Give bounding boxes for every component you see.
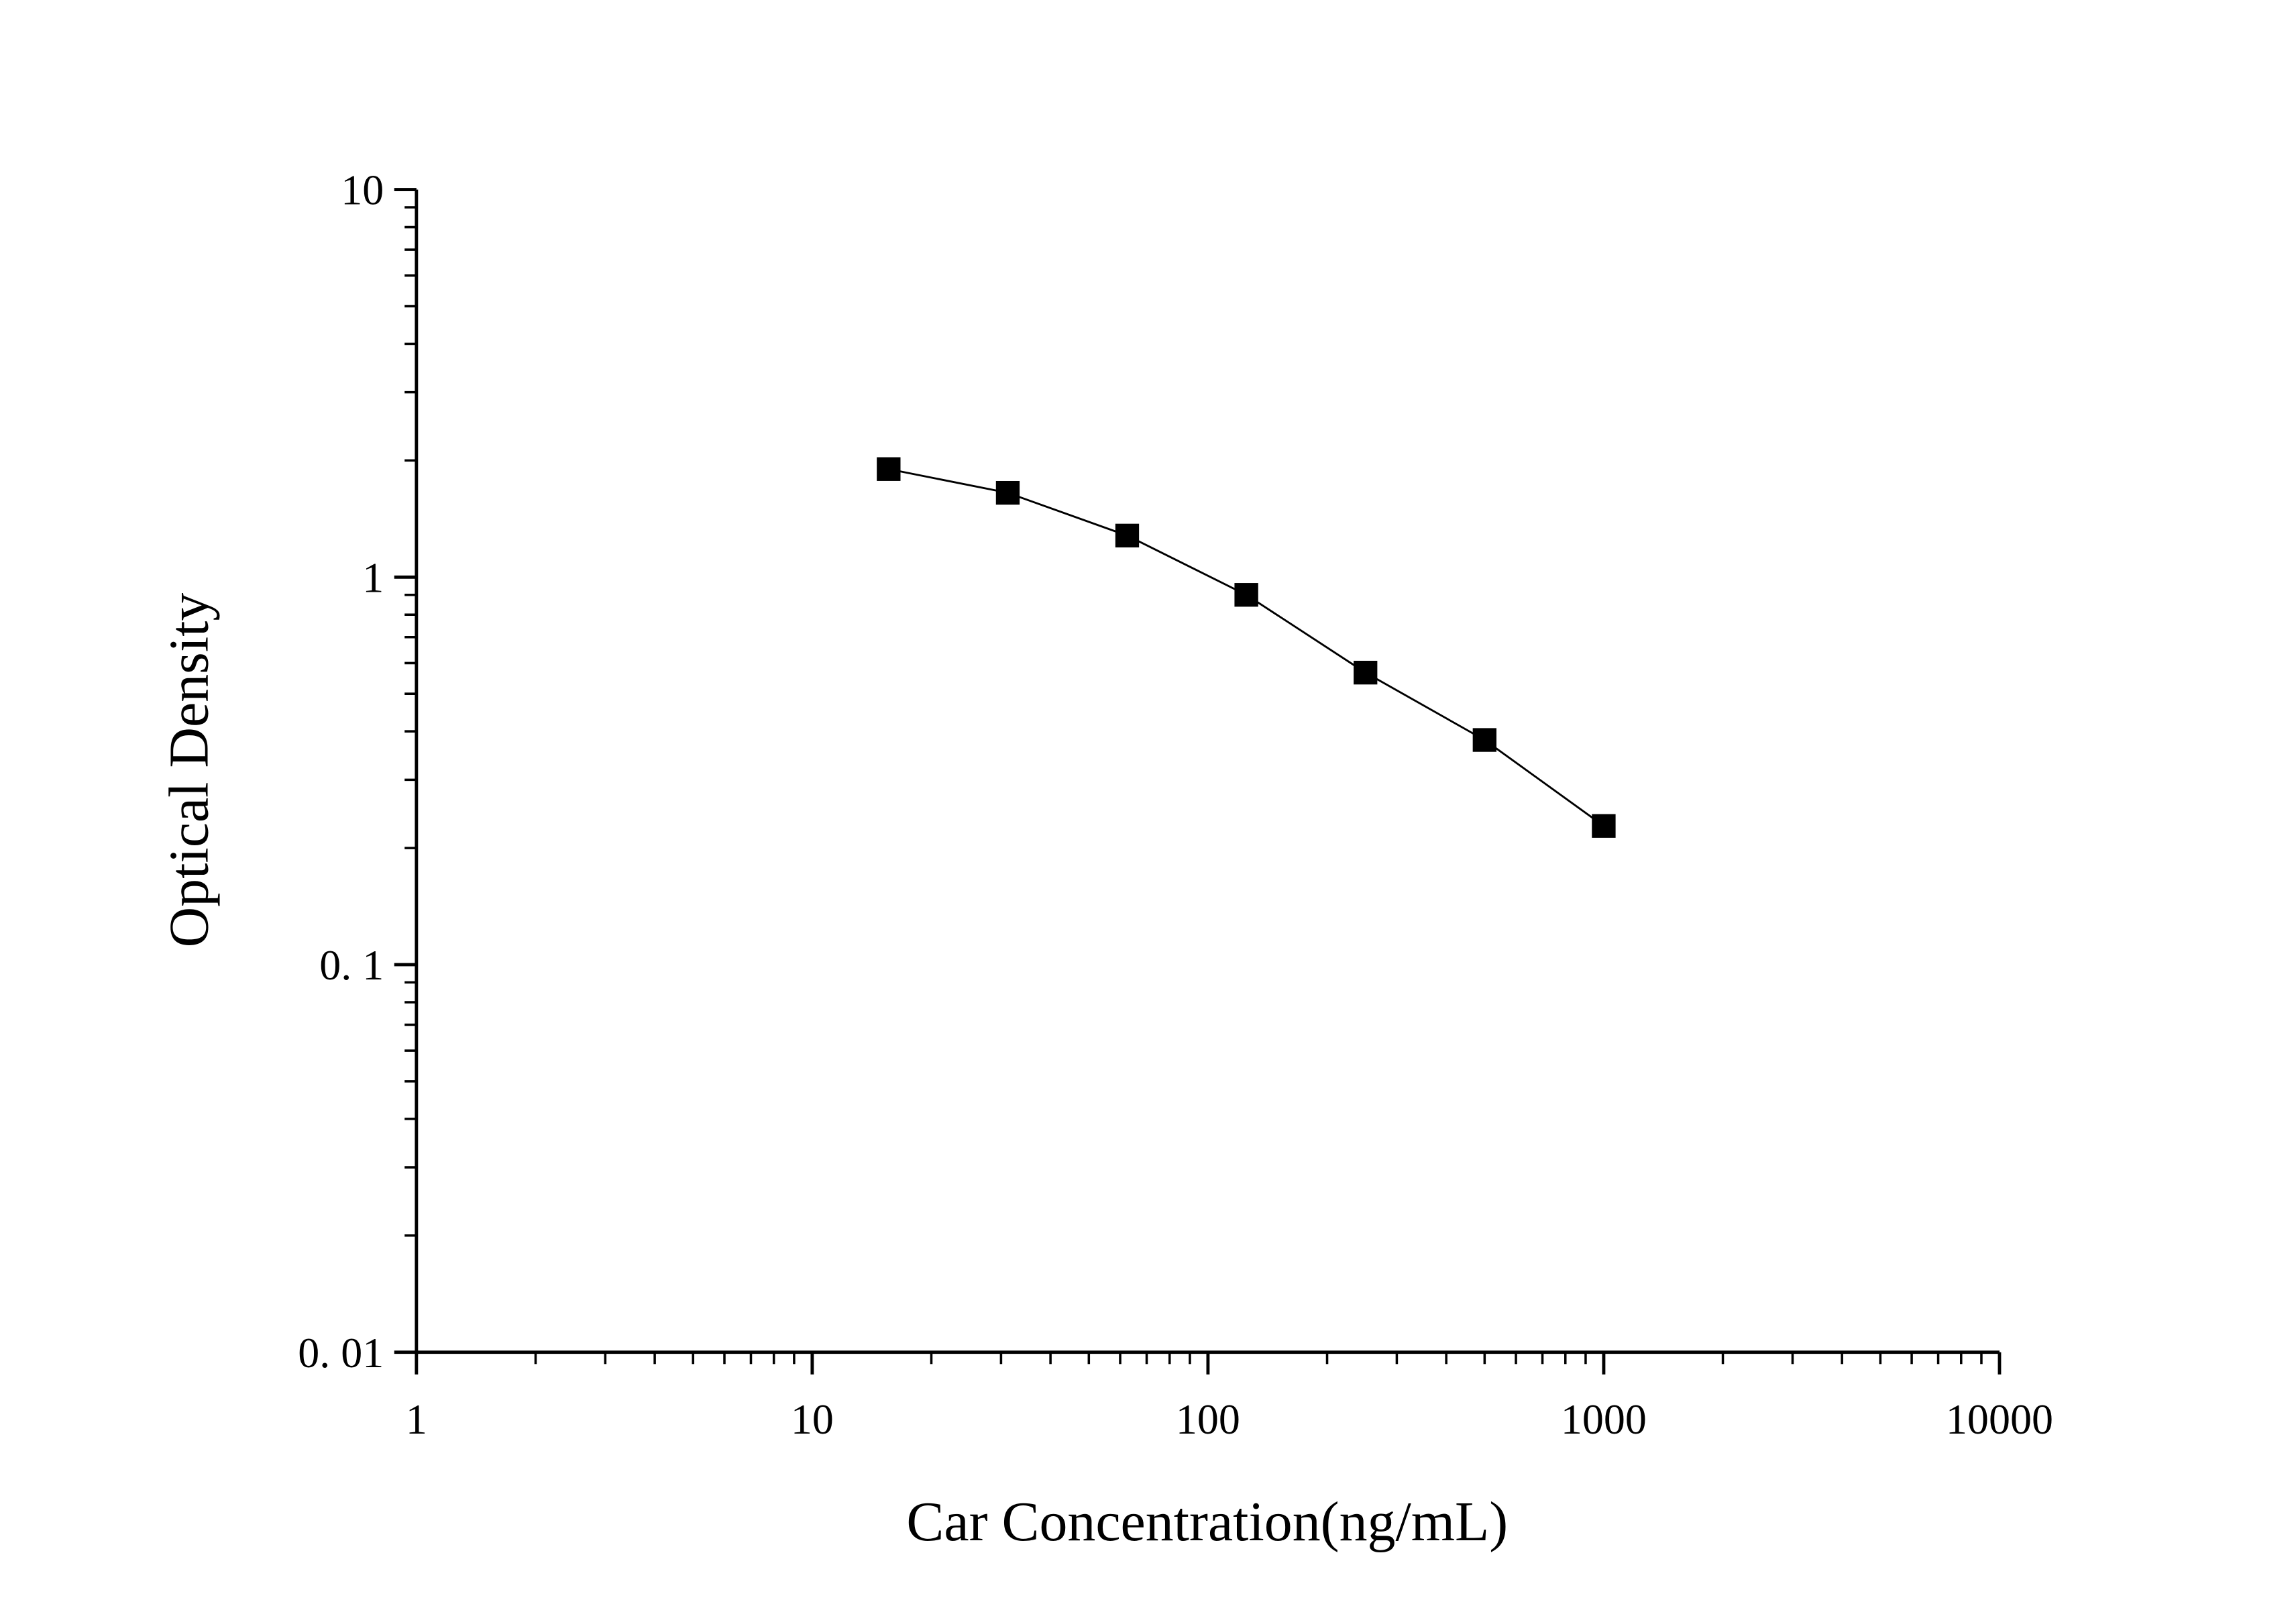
y-axis-label: Optical Density [158, 593, 221, 948]
data-point [1115, 523, 1140, 548]
data-point [1592, 814, 1616, 838]
x-axis-label: Car Concentration(ng/mL) [906, 1491, 1508, 1553]
data-point [1472, 728, 1496, 752]
x-tick-label: 10 [791, 1395, 834, 1443]
data-point [1354, 660, 1378, 685]
plot-area [877, 457, 1616, 838]
tick-labels: 1 10 100 1000 10000 0. 01 0. 1 1 10 [298, 166, 2053, 1443]
y-tick-label: 10 [341, 166, 384, 214]
series-line [888, 468, 1604, 827]
data-point [877, 457, 901, 481]
y-tick-label: 0. 01 [298, 1329, 384, 1377]
x-tick-label: 1 [406, 1395, 427, 1443]
y-tick-label: 1 [362, 553, 384, 601]
data-point [1234, 583, 1258, 607]
data-point [995, 480, 1020, 505]
x-tick-label: 100 [1176, 1395, 1240, 1443]
x-tick-label: 1000 [1561, 1395, 1647, 1443]
y-tick-label: 0. 1 [319, 941, 384, 989]
x-tick-label: 10000 [1946, 1395, 2053, 1443]
axes [394, 188, 2002, 1375]
